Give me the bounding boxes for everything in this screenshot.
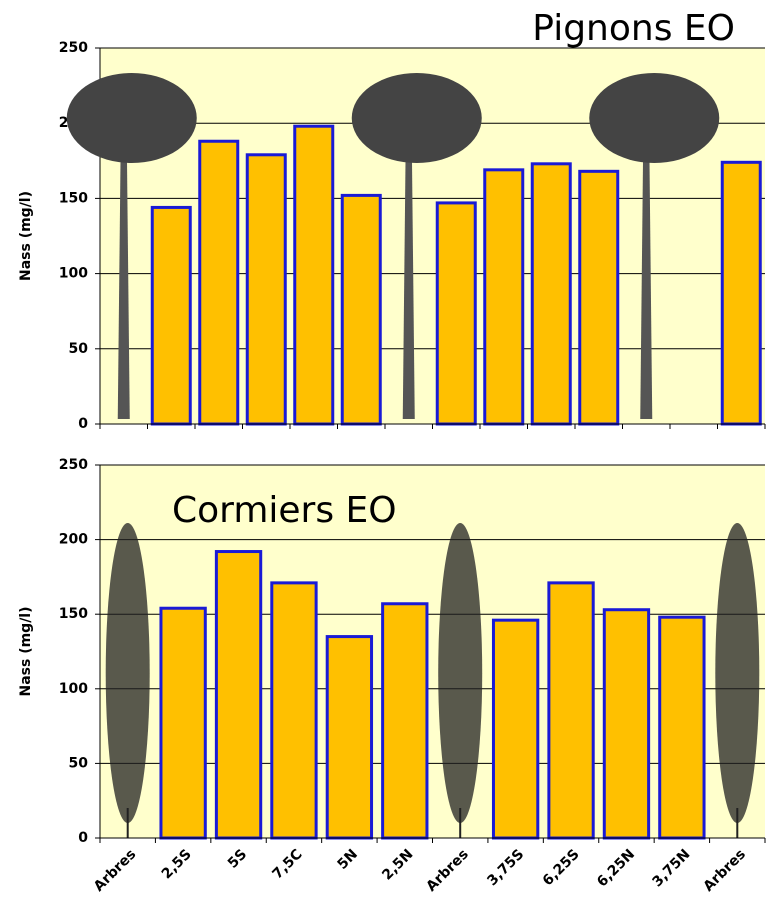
bar [295,126,333,424]
bar [532,164,570,424]
y-tick-label: 150 [59,606,88,622]
bar [580,171,618,424]
bar [549,583,593,838]
bar [493,620,537,838]
x-tick-label: Arbres [91,846,139,894]
chart-page: 0 50 100 150 200 250 Nass (mg/l) Pignons EO 0 50 1… [0,0,767,914]
x-tick-label: 3,75S [484,846,527,889]
x-tick-label: 6,25N [594,846,638,890]
y-tick-label: 200 [59,532,88,548]
y-axis-title: Nass (mg/l) [18,606,34,696]
y-tick-label: 250 [59,40,88,56]
bar [200,141,238,424]
x-tick-label: 5N [335,846,361,872]
y-axis-title: Nass (mg/l) [18,191,34,281]
tree-crown [106,523,150,823]
bar [383,604,427,838]
y-tick-label: 50 [69,755,89,771]
y-tick-label: 100 [59,681,88,697]
chart-title: Cormiers EO [172,490,397,531]
x-tick-label: 6,25S [540,846,583,889]
bar [660,617,704,838]
bar [342,195,380,424]
tree-crown [589,73,719,163]
bar [272,583,316,838]
bar [327,637,371,838]
y-tick-label: 150 [59,190,88,206]
x-tick-label: 2,5N [379,846,416,883]
bar [722,162,760,424]
bar [485,170,523,424]
x-tick-label: 5S [225,846,250,871]
y-tick-label: 50 [69,341,89,357]
bar [152,207,190,424]
x-tick-label: 3,75N [650,846,694,890]
bar [161,608,205,838]
tree-crown [352,73,482,163]
bar [247,155,285,424]
x-tick-label: 2,5S [159,846,195,882]
tree-crown [438,523,482,823]
y-tick-label: 0 [78,416,88,432]
x-tick-label: Arbres [423,846,471,894]
y-tick-label: 250 [59,457,88,473]
y-tick-label: 100 [59,266,88,282]
tree-crown [715,523,759,823]
x-tick-label: 7,5C [269,846,305,882]
x-tick-label: Arbres [701,846,749,894]
tree-crown [67,73,197,163]
bar [437,203,475,424]
chart-title: Pignons EO [532,8,735,49]
bar [216,552,260,838]
y-tick-label: 0 [78,830,88,846]
bar [604,610,648,838]
